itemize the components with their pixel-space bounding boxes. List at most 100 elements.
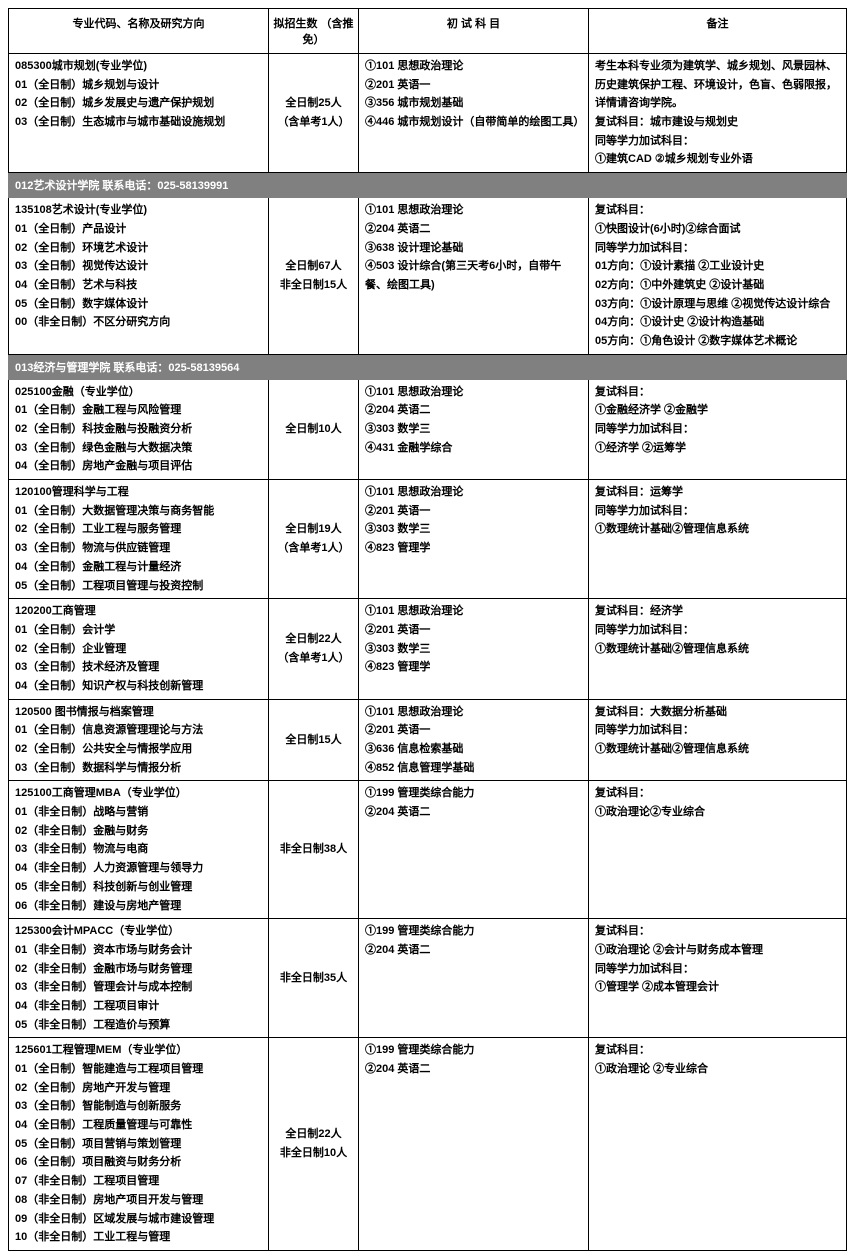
program-row: 125601工程管理MEM（专业学位）01（全日制）智能建造与工程项目管理02（… bbox=[9, 1038, 847, 1251]
major-line: 05（全日制）工程项目管理与投资控制 bbox=[15, 577, 262, 596]
major-line: 02（全日制）企业管理 bbox=[15, 640, 262, 659]
note-line: 复试科目：经济学 bbox=[595, 602, 840, 621]
quota-line: （含单考1人） bbox=[275, 113, 352, 132]
major-line: 02（非全日制）金融与财务 bbox=[15, 822, 262, 841]
exam-line: ①199 管理类综合能力 bbox=[365, 784, 582, 803]
quota-cell: 非全日制38人 bbox=[269, 781, 359, 919]
major-line: 01（全日制）金融工程与风险管理 bbox=[15, 401, 262, 420]
major-line: 04（全日制）工程质量管理与可靠性 bbox=[15, 1116, 262, 1135]
major-line: 120200工商管理 bbox=[15, 602, 262, 621]
major-line: 02（全日制）房地产开发与管理 bbox=[15, 1079, 262, 1098]
note-line: 同等学力加试科目： bbox=[595, 239, 840, 258]
major-line: 04（非全日制）人力资源管理与领导力 bbox=[15, 859, 262, 878]
major-line: 02（全日制）环境艺术设计 bbox=[15, 239, 262, 258]
exam-line: ③638 设计理论基础 bbox=[365, 239, 582, 258]
major-line: 01（全日制）城乡规划与设计 bbox=[15, 76, 262, 95]
major-line: 02（全日制）科技金融与投融资分析 bbox=[15, 420, 262, 439]
quota-line: 全日制25人 bbox=[275, 94, 352, 113]
note-line: 03方向：①设计原理与思维 ②视觉传达设计综合 bbox=[595, 295, 840, 314]
major-cell: 135108艺术设计(专业学位)01（全日制）产品设计02（全日制）环境艺术设计… bbox=[9, 198, 269, 355]
note-line: 同等学力加试科目： bbox=[595, 621, 840, 640]
major-cell: 120500 图书情报与档案管理01（全日制）信息资源管理理论与方法02（全日制… bbox=[9, 699, 269, 781]
note-line: 复试科目： bbox=[595, 784, 840, 803]
major-line: 120100管理科学与工程 bbox=[15, 483, 262, 502]
major-line: 125100工商管理MBA（专业学位） bbox=[15, 784, 262, 803]
exam-cell: ①101 思想政治理论②204 英语二③638 设计理论基础④503 设计综合(… bbox=[359, 198, 589, 355]
major-cell: 120200工商管理01（全日制）会计学02（全日制）企业管理03（全日制）技术… bbox=[9, 599, 269, 699]
note-line: 02方向：①中外建筑史 ②设计基础 bbox=[595, 276, 840, 295]
quota-cell: 全日制22人非全日制10人 bbox=[269, 1038, 359, 1251]
exam-line: ①101 思想政治理论 bbox=[365, 483, 582, 502]
major-cell: 125100工商管理MBA（专业学位）01（非全日制）战略与营销02（非全日制）… bbox=[9, 781, 269, 919]
note-line: ①建筑CAD ②城乡规划专业外语 bbox=[595, 150, 840, 169]
exam-line: ④852 信息管理学基础 bbox=[365, 759, 582, 778]
note-line: ①政治理论 ②专业综合 bbox=[595, 1060, 840, 1079]
quota-cell: 全日制22人（含单考1人） bbox=[269, 599, 359, 699]
major-line: 03（全日制）数据科学与情报分析 bbox=[15, 759, 262, 778]
exam-cell: ①101 思想政治理论②201 英语一③303 数学三④823 管理学 bbox=[359, 599, 589, 699]
note-line: ①经济学 ②运筹学 bbox=[595, 439, 840, 458]
exam-line: ②201 英语一 bbox=[365, 721, 582, 740]
major-line: 02（全日制）公共安全与情报学应用 bbox=[15, 740, 262, 759]
exam-line: ④503 设计综合(第三天考6小时，自带午餐、绘图工具) bbox=[365, 257, 582, 294]
exam-line: ②204 英语二 bbox=[365, 803, 582, 822]
note-line: 复试科目： bbox=[595, 922, 840, 941]
exam-line: ②204 英语二 bbox=[365, 941, 582, 960]
note-line: 同等学力加试科目： bbox=[595, 132, 840, 151]
major-cell: 085300城市规划(专业学位)01（全日制）城乡规划与设计02（全日制）城乡发… bbox=[9, 54, 269, 173]
note-cell: 复试科目：①政治理论 ②专业综合 bbox=[589, 1038, 847, 1251]
major-cell: 025100金融（专业学位）01（全日制）金融工程与风险管理02（全日制）科技金… bbox=[9, 379, 269, 479]
major-line: 03（全日制）绿色金融与大数据决策 bbox=[15, 439, 262, 458]
exam-line: ③303 数学三 bbox=[365, 420, 582, 439]
exam-line: ①101 思想政治理论 bbox=[365, 602, 582, 621]
major-line: 05（全日制）项目营销与策划管理 bbox=[15, 1135, 262, 1154]
quota-line: 非全日制10人 bbox=[275, 1144, 352, 1163]
note-cell: 复试科目：①金融经济学 ②金融学同等学力加试科目：①经济学 ②运筹学 bbox=[589, 379, 847, 479]
exam-line: ①199 管理类综合能力 bbox=[365, 922, 582, 941]
major-line: 03（非全日制）管理会计与成本控制 bbox=[15, 978, 262, 997]
quota-cell: 全日制15人 bbox=[269, 699, 359, 781]
exam-line: ①101 思想政治理论 bbox=[365, 57, 582, 76]
quota-cell: 全日制10人 bbox=[269, 379, 359, 479]
exam-line: ①101 思想政治理论 bbox=[365, 703, 582, 722]
note-line: 05方向：①角色设计 ②数字媒体艺术概论 bbox=[595, 332, 840, 351]
program-row: 125300会计MPACC（专业学位）01（非全日制）资本市场与财务会计02（非… bbox=[9, 919, 847, 1038]
major-line: 01（全日制）信息资源管理理论与方法 bbox=[15, 721, 262, 740]
note-line: ①政治理论 ②会计与财务成本管理 bbox=[595, 941, 840, 960]
major-line: 135108艺术设计(专业学位) bbox=[15, 201, 262, 220]
major-line: 10（非全日制）工业工程与管理 bbox=[15, 1228, 262, 1247]
department-label: 012艺术设计学院 联系电话：025-58139991 bbox=[9, 173, 847, 198]
exam-line: ③303 数学三 bbox=[365, 520, 582, 539]
exam-cell: ①101 思想政治理论②201 英语一③636 信息检索基础④852 信息管理学… bbox=[359, 699, 589, 781]
quota-line: （含单考1人） bbox=[275, 649, 352, 668]
major-line: 01（全日制）大数据管理决策与商务智能 bbox=[15, 502, 262, 521]
major-line: 04（全日制）知识产权与科技创新管理 bbox=[15, 677, 262, 696]
major-line: 04（全日制）金融工程与计量经济 bbox=[15, 558, 262, 577]
exam-line: ①199 管理类综合能力 bbox=[365, 1041, 582, 1060]
exam-cell: ①199 管理类综合能力②204 英语二 bbox=[359, 781, 589, 919]
major-line: 125601工程管理MEM（专业学位） bbox=[15, 1041, 262, 1060]
note-line: 同等学力加试科目： bbox=[595, 960, 840, 979]
note-line: 同等学力加试科目： bbox=[595, 502, 840, 521]
quota-line: 全日制10人 bbox=[275, 420, 352, 439]
exam-line: ③636 信息检索基础 bbox=[365, 740, 582, 759]
quota-line: 非全日制15人 bbox=[275, 276, 352, 295]
note-line: 复试科目： bbox=[595, 383, 840, 402]
major-line: 04（全日制）艺术与科技 bbox=[15, 276, 262, 295]
major-line: 02（全日制）工业工程与服务管理 bbox=[15, 520, 262, 539]
major-line: 04（全日制）房地产金融与项目评估 bbox=[15, 457, 262, 476]
exam-line: ①101 思想政治理论 bbox=[365, 201, 582, 220]
exam-line: ②204 英语二 bbox=[365, 220, 582, 239]
note-line: 01方向：①设计素描 ②工业设计史 bbox=[595, 257, 840, 276]
major-line: 01（全日制）智能建造与工程项目管理 bbox=[15, 1060, 262, 1079]
program-row: 125100工商管理MBA（专业学位）01（非全日制）战略与营销02（非全日制）… bbox=[9, 781, 847, 919]
quota-line: （含单考1人） bbox=[275, 539, 352, 558]
major-cell: 125300会计MPACC（专业学位）01（非全日制）资本市场与财务会计02（非… bbox=[9, 919, 269, 1038]
exam-line: ①101 思想政治理论 bbox=[365, 383, 582, 402]
exam-line: ②201 英语一 bbox=[365, 76, 582, 95]
header-exam: 初 试 科 目 bbox=[359, 9, 589, 54]
major-line: 01（全日制）产品设计 bbox=[15, 220, 262, 239]
major-line: 03（非全日制）物流与电商 bbox=[15, 840, 262, 859]
quota-cell: 全日制25人（含单考1人） bbox=[269, 54, 359, 173]
program-row: 120200工商管理01（全日制）会计学02（全日制）企业管理03（全日制）技术… bbox=[9, 599, 847, 699]
